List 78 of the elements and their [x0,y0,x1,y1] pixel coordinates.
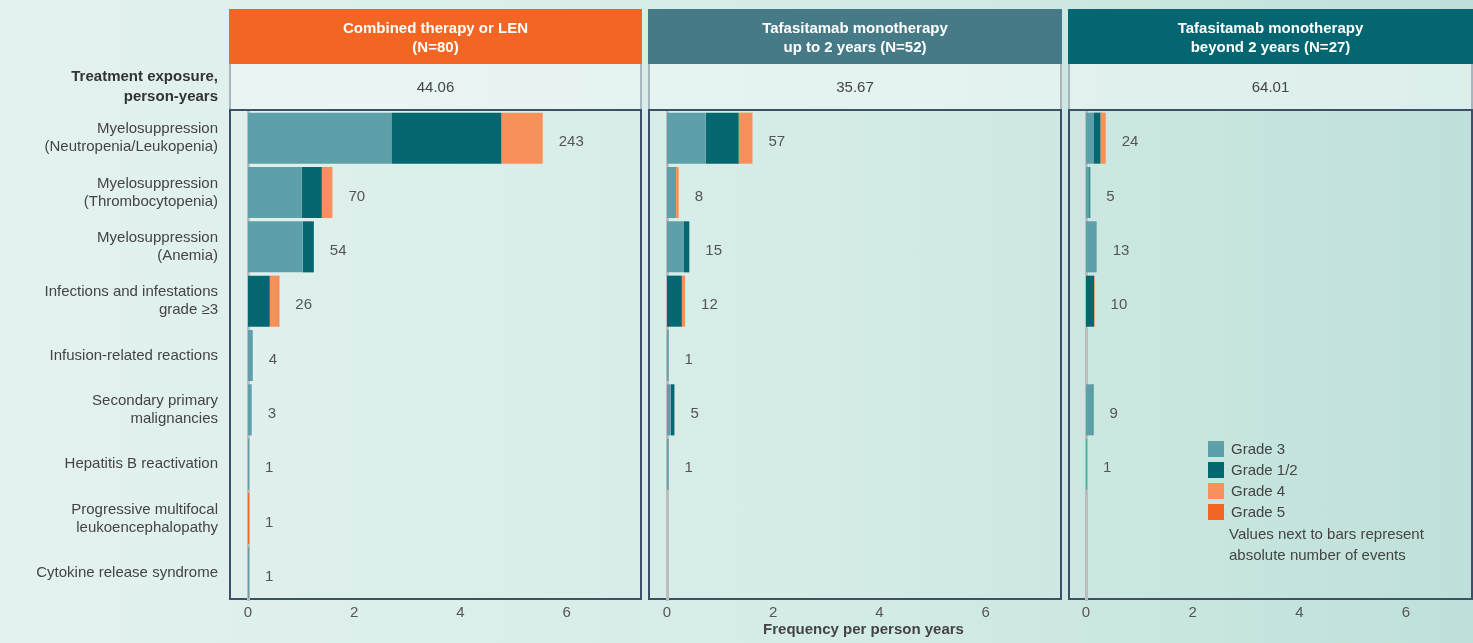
x-tick-label: 0 [243,603,253,621]
x-tick-label: 4 [456,603,465,621]
annotation: 1 [265,458,274,476]
annotation: 9 [1109,403,1118,421]
bar [705,112,739,164]
y-tick-label: Myelosuppression (Thrombocytopenia) [83,173,218,209]
bar [501,112,543,164]
bar [248,221,303,273]
bar [667,221,684,273]
x-tick-label: 6 [1401,603,1411,621]
annotation: 1 [265,512,274,530]
legend-label: Grade 3 [1231,440,1286,457]
bar [248,275,270,327]
x-tick-label: 4 [1295,603,1304,621]
annotation: 1 [265,566,274,584]
bar [248,166,302,219]
annotation: 4 [268,349,278,367]
annotation: 70 [348,186,366,204]
bar [667,275,682,327]
chart-subtitle: 44.06 [229,64,642,111]
y-tick-label: Progressive multifocal leukoencephalopathy [71,499,219,535]
bar [269,275,279,327]
y-tick-label: Infusion-related reactions [49,345,218,363]
bar [321,166,333,219]
annotation: 15 [705,240,722,258]
chart-title: Tafasitamab monotherapy beyond 2 years (N=27) [1068,9,1473,64]
legend-label: Grade 5 [1231,503,1286,520]
annotation: 8 [694,186,704,204]
x-axis-title: Frequency per person years [763,620,964,638]
x-tick-label: 0 [1081,603,1091,621]
legend-label: Grade 4 [1231,482,1286,499]
chart-subtitle: 64.01 [1068,64,1473,111]
annotation: 5 [1106,186,1115,204]
annotation: 5 [690,403,699,421]
bar [738,112,753,164]
annotation: 26 [295,295,313,313]
chart-title: Combined therapy or LEN (N=80) [229,9,642,64]
bar [667,112,706,164]
annotation: 1 [1103,458,1112,476]
x-tick-label: 2 [350,603,359,621]
y-tick-label: Myelosuppression (Neutropenia/Leukopenia) [44,119,218,155]
bar [667,166,677,219]
chart-subtitle: 35.67 [648,64,1062,111]
bar [676,166,679,219]
bar [681,275,686,327]
annotation: 3 [267,403,277,421]
legend-label: Grade 1/2 [1231,461,1298,478]
y-tick-label: Secondary primary malignancies [92,390,219,426]
annotation: 1 [684,458,693,476]
annotation: 1 [684,349,693,367]
bar [301,166,322,219]
annotation: 13 [1112,240,1130,258]
bar [248,112,392,164]
bar [684,221,690,273]
y-tick-label: Myelosuppression (Anemia) [97,227,218,263]
chart-title: Tafasitamab monotherapy up to 2 years (N=52) [648,9,1062,64]
bar [248,329,253,382]
y-tick-label: Hepatitis B reactivation [64,454,218,472]
text: Treatment exposure, person-years [70,66,218,106]
x-tick-label: 2 [1188,603,1197,621]
bar [302,221,314,273]
annotation: 243 [558,132,584,150]
bar [391,112,502,164]
x-tick-label: 6 [981,603,990,621]
annotation: 54 [329,240,347,258]
bar [667,384,671,436]
y-tick-label: Infections and infestations grade ≥3 [44,282,218,318]
bar [248,384,252,436]
annotation: 24 [1121,132,1139,150]
annotation: 57 [768,132,786,150]
x-tick-label: 2 [769,603,778,621]
y-tick-label: Cytokine release syndrome [36,562,218,580]
annotation: Values next to bars represent absolute number of events [1229,524,1425,565]
x-tick-label: 4 [875,603,884,621]
annotation: 10 [1110,295,1128,313]
annotation: 12 [701,295,718,313]
x-tick-label: 0 [662,603,672,621]
x-tick-label: 6 [562,603,571,621]
